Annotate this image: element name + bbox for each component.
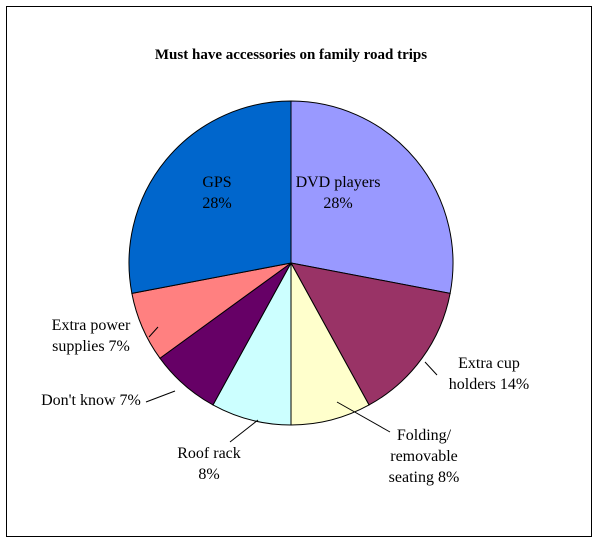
leader-lines — [145, 326, 438, 443]
slice-label-line: GPS — [202, 174, 231, 191]
slice-label-line: Don't know 7% — [41, 392, 141, 409]
slice-label: Extra power supplies 7% — [52, 317, 131, 355]
slice-label-line: Folding/ — [397, 427, 452, 444]
slice-label-line: DVD players — [296, 174, 381, 191]
leader-line — [145, 390, 176, 403]
chart-title: Must have accessories on family road tri… — [155, 47, 427, 63]
slice-label-line: 28% — [323, 195, 352, 212]
slice-label-line: supplies 7% — [52, 338, 130, 355]
slice-label-line: 8% — [198, 466, 219, 483]
slice-label-line: removable — [390, 448, 458, 465]
slice-label-line: Extra cup — [458, 355, 520, 372]
slice-labels: DVD players 28% Extra cup holders 14% Foldin… — [41, 174, 529, 486]
slice-label: GPS 28% — [202, 174, 231, 212]
slice-label: DVD players 28% — [296, 174, 381, 212]
slice-label: Extra cup holders 14% — [449, 355, 529, 393]
slice-label-line: 28% — [202, 195, 231, 212]
leader-line — [148, 326, 159, 338]
slice-label-line: Roof rack — [177, 445, 241, 462]
pie-slice — [128, 100, 292, 294]
slice-label-line: seating 8% — [389, 469, 460, 486]
leader-line — [336, 401, 391, 433]
leader-line — [424, 361, 438, 376]
slice-label: Don't know 7% — [41, 392, 141, 409]
pie-slice — [290, 100, 454, 294]
pie-slice — [290, 262, 451, 406]
slice-label-line: holders 14% — [449, 376, 529, 393]
slice-label-line: Extra power — [52, 317, 131, 334]
slice-label: Folding/removable seating 8% — [389, 427, 460, 486]
slice-label: Roof rack 8% — [177, 445, 241, 483]
leader-line — [229, 419, 259, 443]
pie-slices — [128, 100, 454, 426]
